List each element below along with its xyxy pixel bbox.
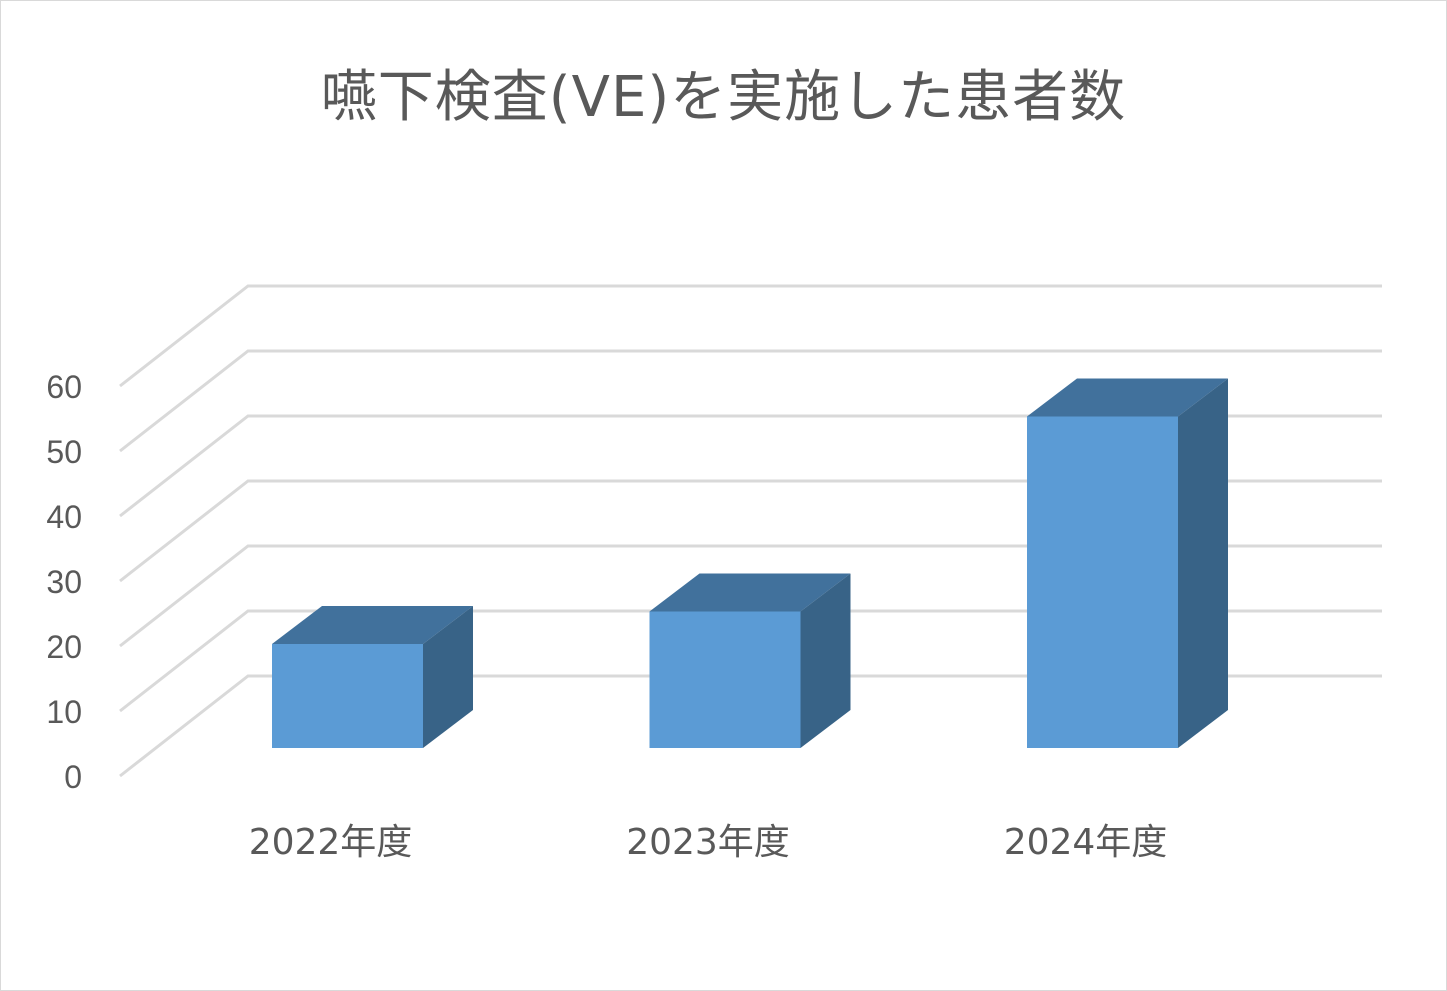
chart-title: 嚥下検査(VE)を実施した患者数 <box>320 65 1127 130</box>
y-tick-label-30: 30 <box>46 564 82 600</box>
x-category-label-2024年度: 2024年度 <box>1004 822 1168 863</box>
y-tick-label-60: 60 <box>46 369 82 405</box>
gridline-20 <box>119 544 1382 648</box>
gridlines <box>119 284 1382 778</box>
y-tick-label-40: 40 <box>46 499 82 535</box>
bars <box>272 378 1228 748</box>
bar-2022年度 <box>272 606 473 748</box>
bar-2024年度 <box>1027 378 1228 748</box>
gridline-10 <box>119 609 1382 713</box>
bar-front-face <box>649 611 801 748</box>
bar-top-face <box>272 606 473 644</box>
gridline-50 <box>119 349 1382 453</box>
bar-side-face <box>1178 378 1228 748</box>
bar-2023年度 <box>649 573 851 748</box>
bar-top-face <box>649 573 851 612</box>
bar-side-face <box>423 606 473 748</box>
bar-front-face <box>1027 416 1178 748</box>
x-axis-categories: 2022年度 2023年度 2024年度 <box>249 822 1168 863</box>
gridline-30 <box>119 479 1382 583</box>
gridline-40 <box>119 414 1382 518</box>
bar-side-face <box>800 573 851 748</box>
bar-front-face <box>272 644 423 748</box>
gridline-60 <box>119 284 1382 388</box>
gridline-0 <box>119 674 1382 778</box>
y-axis-ticks: 0 10 20 30 40 50 60 <box>46 369 82 795</box>
y-tick-label-20: 20 <box>46 629 82 665</box>
y-tick-label-50: 50 <box>46 434 82 470</box>
y-tick-label-0: 0 <box>64 759 82 795</box>
bar-top-face <box>1027 378 1228 417</box>
y-tick-label-10: 10 <box>46 694 82 730</box>
x-category-label-2023年度: 2023年度 <box>626 822 790 863</box>
x-category-label-2022年度: 2022年度 <box>249 822 413 863</box>
